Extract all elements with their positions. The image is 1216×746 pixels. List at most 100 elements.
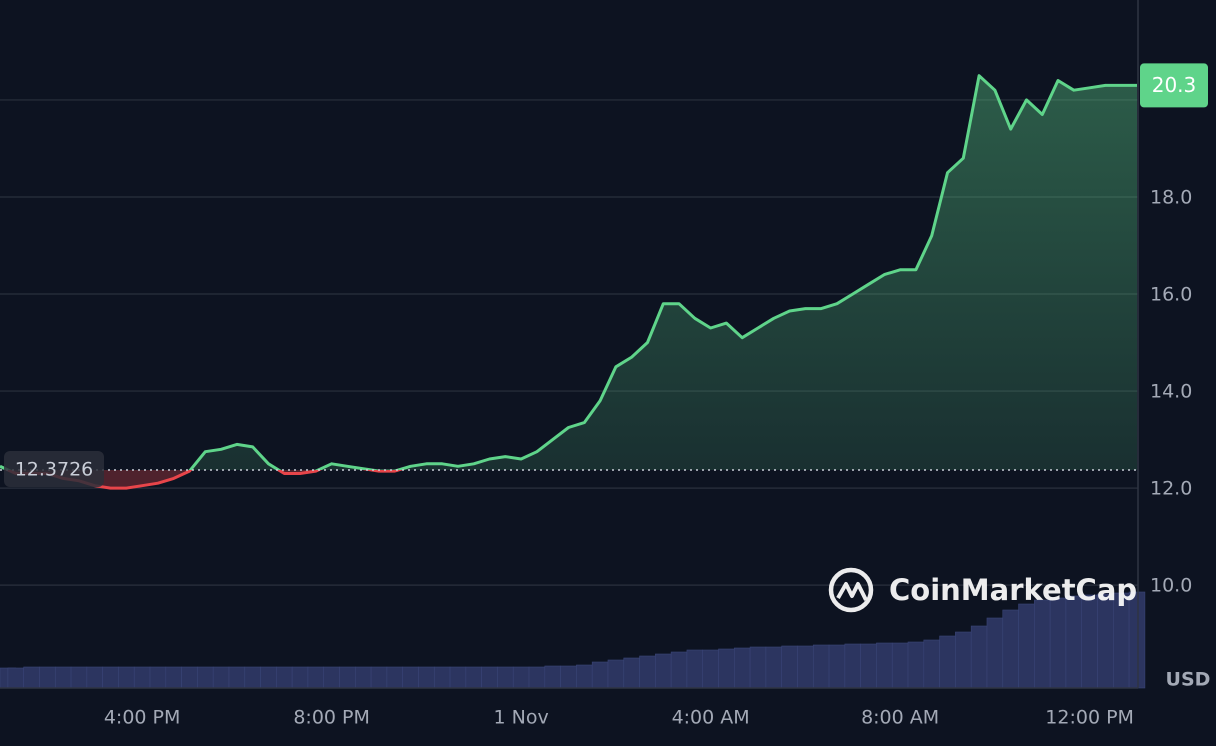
volume-bar — [291, 666, 309, 689]
x-tick-label: 1 Nov — [494, 707, 549, 729]
volume-bar — [433, 666, 451, 689]
lines — [0, 74, 1137, 490]
y-tick-label: 14.0 — [1150, 381, 1192, 403]
volume-bar — [228, 666, 246, 689]
volume-bar — [812, 644, 830, 689]
x-tick-label: 12:00 PM — [1045, 707, 1134, 729]
volume-bar — [797, 645, 814, 689]
volume-bar — [1081, 594, 1098, 689]
volume-bar — [639, 655, 656, 689]
volume-bar — [749, 646, 767, 689]
volume-bar — [528, 666, 546, 689]
price-tag — [1140, 63, 1208, 108]
x-tick-label: 4:00 AM — [672, 707, 750, 729]
baseline-label: 12.3726 — [15, 459, 94, 481]
volume-bar — [686, 649, 704, 689]
volume-bar — [465, 666, 482, 689]
volume-bar — [1018, 603, 1035, 689]
volume-bar — [591, 661, 609, 689]
areas — [0, 75, 1137, 489]
currency-label: USD — [1166, 669, 1211, 691]
volume-bar — [181, 666, 198, 689]
volume-bar — [7, 667, 24, 689]
volume-bar — [276, 666, 293, 689]
volume-bar — [497, 666, 514, 689]
volume-bar — [623, 657, 640, 689]
y-tick-label: 16.0 — [1150, 284, 1192, 306]
volume-bar — [512, 666, 530, 689]
volume-bar — [118, 666, 135, 689]
volume-bar — [449, 666, 467, 689]
volume-bar — [860, 643, 877, 689]
volume-bar — [39, 666, 56, 689]
volume-bar — [986, 617, 1004, 689]
volume-bar — [212, 666, 230, 689]
y-tick-label: 18.0 — [1150, 186, 1192, 208]
volume-bar — [133, 666, 151, 689]
volume-bar — [607, 659, 625, 689]
volume-bar — [23, 666, 40, 689]
volume-bar — [86, 666, 103, 689]
volume-bar — [876, 642, 893, 689]
volume — [0, 591, 1146, 689]
logo — [828, 567, 874, 613]
watermark: CoinMarketCap — [828, 567, 1137, 613]
y-tick-label: 12.0 — [1150, 478, 1192, 500]
volume-bar — [781, 645, 798, 689]
volume-bar — [655, 653, 672, 689]
volume-bar — [970, 625, 988, 689]
volume-bar — [828, 644, 846, 689]
volume-bar — [197, 666, 214, 689]
volume-bar — [70, 666, 88, 689]
volume-bar — [1113, 592, 1130, 689]
price-label: 20.3 — [1152, 73, 1197, 97]
x-tick-label: 4:00 PM — [104, 707, 181, 729]
x-tick-label: 8:00 AM — [861, 707, 939, 729]
volume-bar — [544, 665, 561, 689]
volume-bar — [560, 665, 577, 689]
volume-bar — [907, 641, 925, 689]
volume-bar — [955, 631, 972, 689]
line-up — [0, 74, 1137, 471]
volume-bar — [1002, 609, 1019, 689]
volume-bar — [939, 635, 956, 689]
volume-bar — [891, 642, 909, 689]
volume-bar — [323, 666, 340, 689]
volume-bar — [1065, 595, 1083, 689]
volume-bar — [307, 666, 325, 689]
x-tick-label: 8:00 PM — [293, 707, 370, 729]
volume-bar — [718, 648, 735, 689]
volume-bar — [339, 666, 356, 689]
logo-mark — [836, 582, 868, 601]
baseline-tag — [4, 451, 104, 488]
volume-bar — [102, 666, 119, 689]
volume-bar — [702, 649, 719, 689]
volume-bar — [923, 639, 940, 689]
area-up — [0, 75, 1137, 471]
overlay: 12.3726 20.3 — [0, 63, 1208, 488]
area-down — [8, 470, 399, 489]
volume-bar — [576, 664, 593, 689]
grid: 10.012.014.016.018.020.04:00 PM8:00 PM1 … — [0, 89, 1192, 729]
volume-bar — [244, 666, 261, 689]
volume-bar — [670, 651, 688, 689]
volume-bar — [765, 646, 782, 689]
volume-bar — [260, 666, 277, 689]
volume-bar — [734, 647, 751, 689]
volume-bar — [165, 666, 182, 689]
volume-bar — [418, 666, 435, 689]
volume-bar — [355, 666, 372, 689]
volume-bar — [402, 666, 419, 689]
volume-bar — [149, 666, 167, 689]
watermark-text: CoinMarketCap — [889, 573, 1137, 607]
volume-bar — [1034, 599, 1051, 689]
volume-bar — [844, 643, 861, 689]
volume-bar — [54, 666, 72, 689]
y-tick-label: 10.0 — [1150, 575, 1192, 597]
volume-bar — [481, 666, 498, 689]
volume-bar — [1049, 597, 1067, 689]
volume-bar — [1097, 593, 1114, 689]
volume-bar — [386, 666, 403, 689]
volume-bar — [370, 666, 388, 689]
